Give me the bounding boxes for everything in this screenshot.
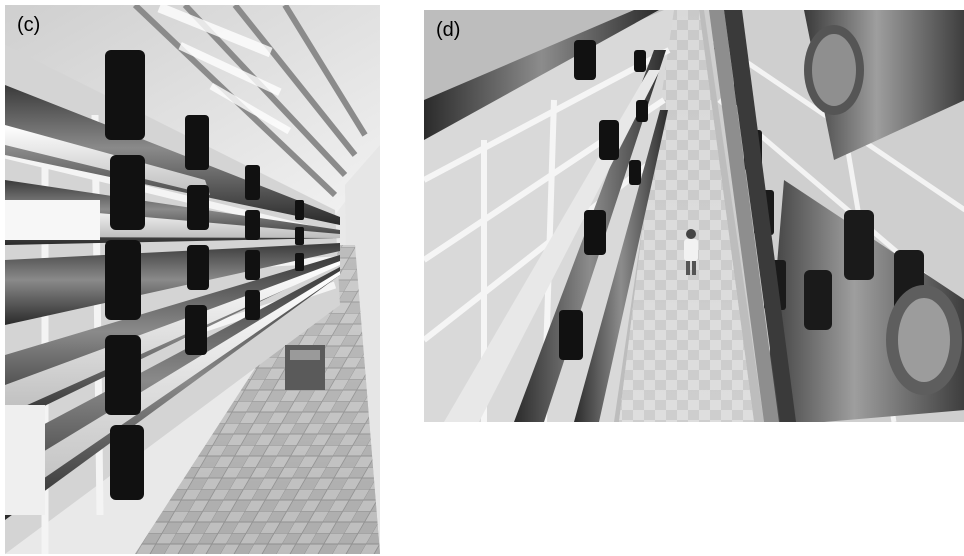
panel-label-d: (d) — [436, 19, 461, 41]
photo-panel-c: (c) — [5, 5, 380, 554]
accelerator-tunnel-photo-c — [5, 5, 380, 554]
person-figure — [684, 229, 698, 275]
panel-label-c: (c) — [17, 14, 41, 36]
accelerator-tunnel-photo-d — [424, 10, 964, 422]
photo-panel-d: (d) — [424, 10, 964, 422]
